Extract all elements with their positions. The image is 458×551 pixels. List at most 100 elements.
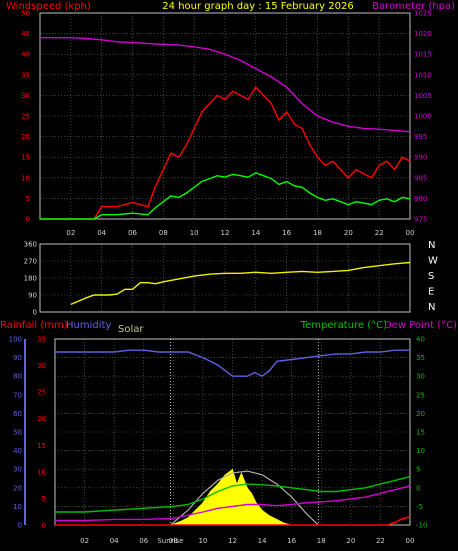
y-tick-label: 60 xyxy=(13,410,22,418)
solar-max-curve xyxy=(170,470,319,526)
sunrise-label: Sunrise xyxy=(157,537,183,545)
y-tick-label: 30 xyxy=(37,362,46,370)
y-tick-label: 360 xyxy=(24,241,37,249)
y-tick-label: 50 xyxy=(21,10,30,18)
y-tick-label: 1025 xyxy=(414,10,432,18)
y-tick-label: 15 xyxy=(21,154,30,162)
y-tick-label: 0 xyxy=(26,216,30,224)
x-tick-label: 04 xyxy=(110,537,119,545)
y-tick-label: 40 xyxy=(13,447,22,455)
y-tick-label: 990 xyxy=(414,154,427,162)
y-tick-label: 180 xyxy=(24,275,37,283)
y-tick-label: 1000 xyxy=(414,113,432,121)
x-tick-label: 18 xyxy=(313,229,322,237)
y-tick-label: 70 xyxy=(13,391,22,399)
y-tick-label: 30 xyxy=(416,373,425,381)
y-tick-label: 80 xyxy=(13,373,22,381)
y-tick-label: 25 xyxy=(21,113,30,121)
y-tick-label: 15 xyxy=(416,429,425,437)
y-tick-label: 10 xyxy=(21,174,30,182)
rainfall-axis-title: Rainfall (mm) xyxy=(0,320,68,331)
barometer-axis-title: Barometer (hpa) xyxy=(372,1,455,12)
humidity-legend: Humidity xyxy=(66,320,111,331)
y-tick-label: 5 xyxy=(416,466,420,474)
y-tick-label: 0 xyxy=(42,522,46,530)
x-tick-label: 00 xyxy=(406,537,415,545)
plot-frame xyxy=(39,12,411,220)
y-tick-label: 10 xyxy=(37,468,46,476)
x-tick-label: 06 xyxy=(128,229,137,237)
y-tick-label: 5 xyxy=(42,495,46,503)
windspeed-axis-title: Windspeed (kph) xyxy=(6,1,91,12)
x-tick-label: 16 xyxy=(287,537,296,545)
x-tick-label: 12 xyxy=(221,229,230,237)
x-tick-label: 08 xyxy=(169,537,178,545)
x-tick-label: 16 xyxy=(282,229,291,237)
x-tick-label: 06 xyxy=(139,537,148,545)
y-tick-label: 90 xyxy=(13,354,22,362)
solar-area xyxy=(170,468,292,526)
y-tick-label: 100 xyxy=(9,336,22,344)
x-tick-label: 08 xyxy=(159,229,168,237)
graph-title: 24 hour graph day : 15 February 2026 xyxy=(162,1,353,12)
x-tick-label: 20 xyxy=(346,537,355,545)
x-tick-label: 12 xyxy=(228,537,237,545)
y-tick-label: -10 xyxy=(416,522,427,530)
y-tick-label: 35 xyxy=(37,336,46,344)
x-tick-label: 10 xyxy=(198,537,207,545)
y-tick-label: 25 xyxy=(37,389,46,397)
y-tick-label: 40 xyxy=(21,51,30,59)
direction-label: N xyxy=(428,240,435,251)
y-tick-label: 1005 xyxy=(414,92,432,100)
wind-barometer-chart: 0510152025303540455097598098599099510001… xyxy=(21,10,432,238)
y-tick-label: 35 xyxy=(21,71,30,79)
y-tick-label: 20 xyxy=(21,133,30,141)
y-tick-label: 10 xyxy=(13,503,22,511)
x-tick-label: 02 xyxy=(66,229,75,237)
y-tick-label: 20 xyxy=(416,410,425,418)
temperature-series-line xyxy=(55,475,411,513)
x-tick-label: 02 xyxy=(80,537,89,545)
y-tick-label: 270 xyxy=(24,258,37,266)
y-tick-label: 35 xyxy=(416,354,425,362)
y-tick-label: 985 xyxy=(414,174,427,182)
y-tick-label: 975 xyxy=(414,216,427,224)
x-tick-label: 14 xyxy=(251,229,260,237)
solar-legend: Solar xyxy=(118,324,144,335)
rainfall-series-line xyxy=(55,516,411,526)
y-tick-label: 25 xyxy=(416,391,425,399)
y-tick-label: 1020 xyxy=(414,30,432,38)
windspeed-series-line xyxy=(40,86,411,220)
x-tick-label: 00 xyxy=(406,229,415,237)
x-tick-label: 22 xyxy=(375,229,384,237)
y-tick-label: 45 xyxy=(21,30,30,38)
x-tick-label: 04 xyxy=(97,229,106,237)
x-tick-label: 18 xyxy=(317,537,326,545)
temperature-axis-title: Temperature (°C) xyxy=(300,320,387,331)
x-tick-label: 10 xyxy=(190,229,199,237)
barometer-series-line xyxy=(40,37,411,133)
dew-point-series-line xyxy=(55,485,411,522)
y-tick-label: 20 xyxy=(13,484,22,492)
x-tick-label: 22 xyxy=(376,537,385,545)
y-tick-label: 10 xyxy=(416,447,425,455)
temperature-humidity-chart: 010203040506070809010005101520253035-10-… xyxy=(9,336,428,546)
y-tick-label: 980 xyxy=(414,195,427,203)
direction-label: N xyxy=(428,302,435,313)
y-tick-label: 90 xyxy=(28,292,37,300)
y-tick-label: 1010 xyxy=(414,71,432,79)
wind-direction-series-line xyxy=(70,261,411,306)
y-tick-label: 1015 xyxy=(414,51,432,59)
windspeed-average-line xyxy=(40,172,411,220)
dew-point-axis-title: Dew Point (°C) xyxy=(384,320,457,331)
y-tick-label: 0 xyxy=(18,522,22,530)
direction-label: W xyxy=(428,256,438,267)
y-tick-label: 0 xyxy=(33,309,37,317)
y-tick-label: 5 xyxy=(26,195,30,203)
plot-frame xyxy=(39,243,411,313)
direction-label: E xyxy=(428,287,434,298)
y-tick-label: 0 xyxy=(416,484,420,492)
y-tick-label: 30 xyxy=(21,92,30,100)
